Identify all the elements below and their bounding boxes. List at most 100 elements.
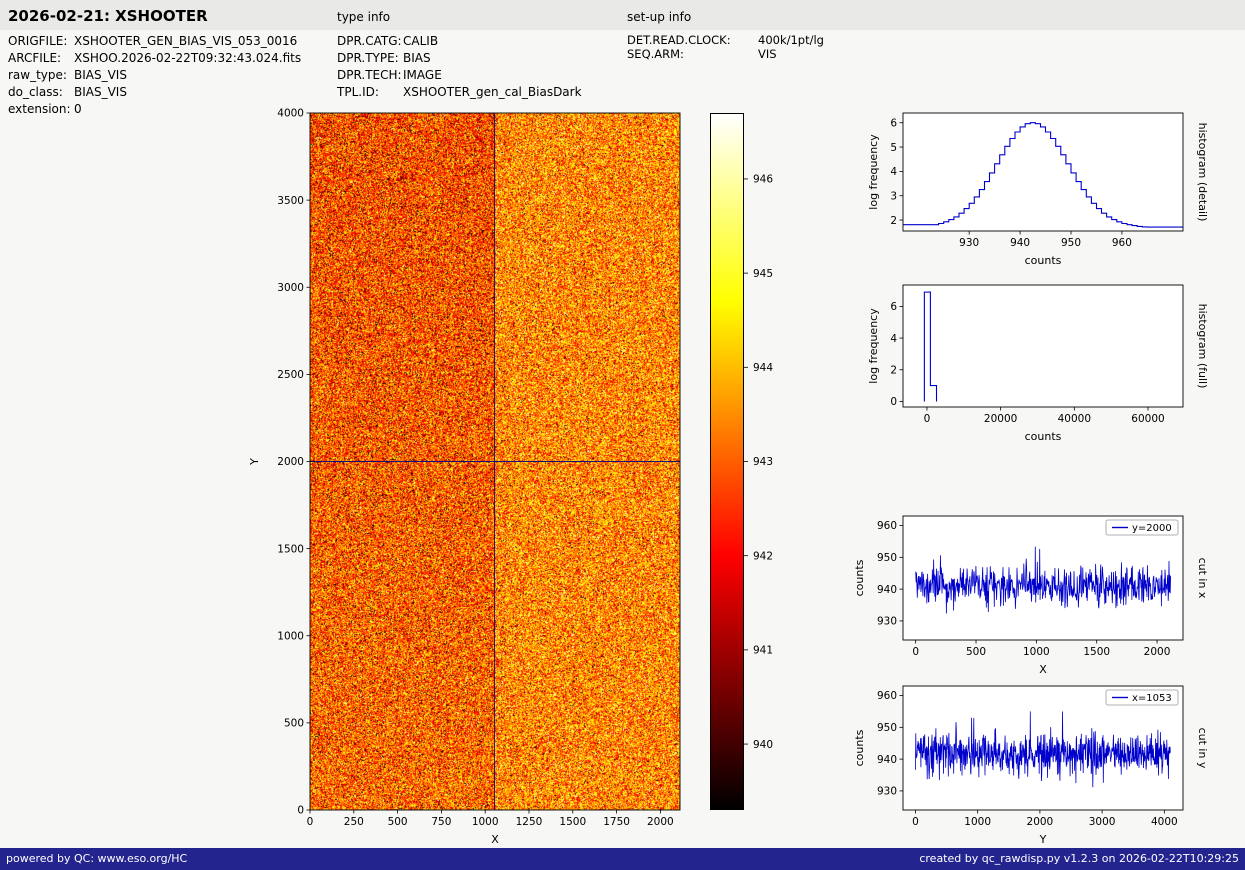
histogram-detail-plot: 930 940 950 960 2 3 4 5 6 counts log frequency hist… (845, 95, 1245, 280)
svg-text:x=1053: x=1053 (1132, 693, 1172, 704)
svg-text:500: 500 (966, 646, 986, 658)
colorbar: 946 945 944 943 942 941 940 (700, 95, 810, 853)
extension-value: 0 (74, 102, 82, 116)
svg-text:930: 930 (877, 616, 897, 628)
svg-text:20000: 20000 (984, 413, 1017, 425)
svg-text:943: 943 (753, 456, 773, 468)
doclass-row: do_class: BIAS_VIS (8, 84, 301, 101)
tpl-id-label: TPL.ID: (337, 85, 379, 99)
svg-text:500: 500 (388, 816, 408, 828)
svg-text:2: 2 (890, 215, 897, 227)
seq-arm-value: VIS (758, 47, 777, 61)
extension-label: extension: (8, 102, 71, 116)
dpr-tech-row: DPR.TECH:IMAGE (337, 67, 582, 84)
rawtype-value: BIAS_VIS (74, 68, 127, 82)
svg-text:X: X (1039, 663, 1047, 676)
tpl-id-row: TPL.ID: XSHOOTER_gen_cal_BiasDark (337, 84, 582, 101)
tpl-id-value: XSHOOTER_gen_cal_BiasDark (403, 85, 582, 99)
dpr-tech-value: IMAGE (403, 68, 442, 82)
svg-text:4000: 4000 (1151, 816, 1178, 828)
svg-text:1000: 1000 (964, 816, 991, 828)
svg-text:0: 0 (307, 816, 314, 828)
svg-text:3000: 3000 (1089, 816, 1116, 828)
svg-text:960: 960 (877, 690, 897, 702)
svg-text:2000: 2000 (1144, 646, 1171, 658)
svg-text:histogram (full): histogram (full) (1196, 304, 1209, 389)
type-info-heading: type info (337, 10, 391, 24)
svg-text:6: 6 (890, 301, 897, 313)
svg-text:1750: 1750 (603, 816, 630, 828)
arcfile-value: XSHOO.2026-02-22T09:32:43.024.fits (74, 51, 302, 65)
dpr-catg-row: DPR.CATG:CALIB (337, 33, 582, 50)
svg-text:6: 6 (890, 117, 897, 129)
arcfile-row: ARCFILE: XSHOO.2026-02-22T09:32:43.024.fi… (8, 50, 301, 67)
bias-image-axes: 0 250 500 750 1000 1250 1500 1750 2000 0 500 1000 15… (248, 108, 681, 846)
arcfile-label: ARCFILE: (8, 51, 62, 65)
histogram-full-plot: 0 20000 40000 60000 0 2 4 6 counts log frequency h… (845, 267, 1245, 452)
dpr-catg-label: DPR.CATG: (337, 34, 402, 48)
svg-text:500: 500 (284, 718, 304, 730)
svg-text:1500: 1500 (559, 816, 586, 828)
svg-text:cut in x: cut in x (1196, 558, 1209, 599)
svg-text:0: 0 (912, 816, 919, 828)
svg-text:1000: 1000 (472, 816, 499, 828)
rawtype-row: raw_type: BIAS_VIS (8, 67, 301, 84)
svg-text:counts: counts (853, 729, 866, 766)
seq-arm-label: SEQ.ARM: (627, 47, 684, 61)
svg-text:0: 0 (890, 396, 897, 408)
svg-text:cut in y: cut in y (1196, 728, 1209, 769)
svg-text:941: 941 (753, 645, 773, 657)
doclass-label: do_class: (8, 85, 63, 99)
bias-image-plot: 0 250 500 750 1000 1250 1500 1750 2000 0 500 1000 15… (240, 95, 700, 853)
svg-text:40000: 40000 (1058, 413, 1091, 425)
setup-info-heading: set-up info (627, 10, 692, 24)
dpr-catg-value: CALIB (403, 34, 439, 48)
histogram-full-svg: 0 20000 40000 60000 0 2 4 6 counts log frequency h… (867, 284, 1209, 443)
svg-text:histogram (detail): histogram (detail) (1196, 123, 1209, 222)
seq-arm-row: SEQ.ARM: VIS (627, 47, 824, 61)
svg-text:1500: 1500 (1083, 646, 1110, 658)
svg-text:2000: 2000 (277, 456, 304, 468)
svg-text:2000: 2000 (647, 816, 674, 828)
svg-text:940: 940 (877, 584, 897, 596)
footer-right-text: created by qc_rawdisp.py v1.2.3 on 2026-… (919, 852, 1239, 865)
svg-text:960: 960 (877, 520, 897, 532)
origfile-row: ORIGFILE: XSHOOTER_GEN_BIAS_VIS_053_0016 (8, 33, 301, 50)
extension-row: extension: 0 (8, 101, 301, 118)
svg-text:60000: 60000 (1131, 413, 1164, 425)
file-info-block: ORIGFILE: XSHOOTER_GEN_BIAS_VIS_053_0016 … (8, 33, 301, 118)
svg-text:1000: 1000 (1023, 646, 1050, 658)
svg-text:930: 930 (959, 237, 979, 249)
svg-text:2500: 2500 (277, 369, 304, 381)
svg-text:750: 750 (431, 816, 451, 828)
svg-text:log frequency: log frequency (867, 308, 880, 384)
footer-left-text: powered by QC: www.eso.org/HC (6, 852, 188, 865)
read-clock-label: DET.READ.CLOCK: (627, 33, 731, 47)
type-info-block: DPR.CATG:CALIB DPR.TYPE: BIAS DPR.TECH:IM… (337, 33, 582, 101)
svg-text:942: 942 (753, 550, 773, 562)
rawtype-label: raw_type: (8, 68, 67, 82)
read-clock-value: 400k/1pt/lg (758, 33, 824, 47)
setup-info-block: DET.READ.CLOCK: 400k/1pt/lg SEQ.ARM: VIS (627, 33, 824, 61)
svg-text:940: 940 (877, 754, 897, 766)
svg-text:5: 5 (890, 142, 897, 154)
svg-text:940: 940 (1010, 237, 1030, 249)
svg-text:930: 930 (877, 786, 897, 798)
dpr-type-value: BIAS (403, 51, 431, 65)
svg-text:2: 2 (890, 364, 897, 376)
colorbar-ticks: 946 945 944 943 942 941 940 (744, 174, 773, 751)
svg-text:3500: 3500 (277, 195, 304, 207)
svg-text:Y: Y (1039, 833, 1047, 846)
svg-text:log frequency: log frequency (867, 134, 880, 210)
svg-text:4: 4 (890, 333, 897, 345)
doclass-value: BIAS_VIS (74, 85, 127, 99)
svg-text:950: 950 (877, 722, 897, 734)
svg-text:4000: 4000 (277, 108, 304, 120)
svg-text:counts: counts (1025, 254, 1062, 267)
svg-text:1000: 1000 (277, 630, 304, 642)
svg-text:0: 0 (297, 805, 304, 817)
svg-text:4: 4 (890, 166, 897, 178)
